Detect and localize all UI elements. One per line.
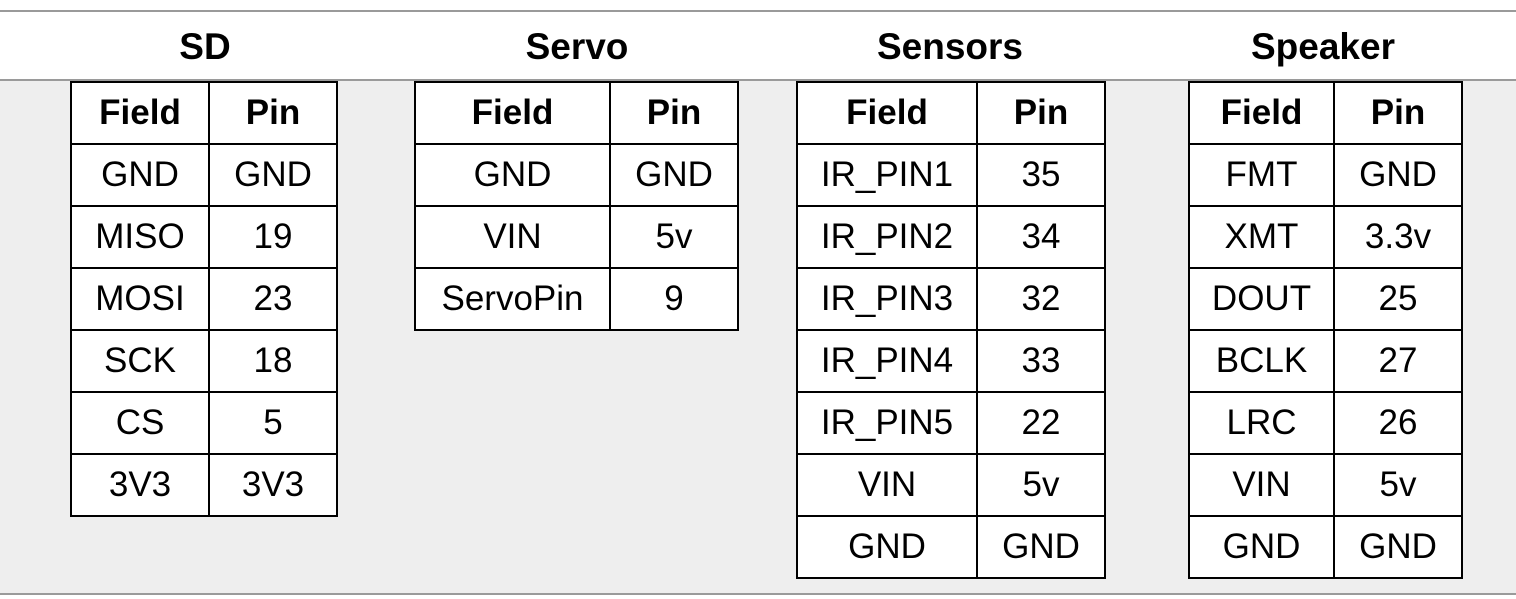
group-title-sd: SD: [179, 26, 231, 67]
table-row: IR_PIN4 33: [796, 329, 1106, 393]
table-row: GND GND: [414, 143, 739, 207]
bottom-rule: [0, 593, 1516, 595]
pin-cell: 19: [208, 205, 338, 269]
field-header: Field: [1188, 81, 1335, 145]
table-row: GND GND: [70, 143, 338, 207]
pin-cell: GND: [1333, 143, 1463, 207]
field-cell: XMT: [1188, 205, 1335, 269]
pin-cell: 5v: [609, 205, 739, 269]
table-row: XMT 3.3v: [1188, 205, 1463, 269]
pin-cell: 35: [976, 143, 1106, 207]
table-row: MOSI 23: [70, 267, 338, 331]
table-row: IR_PIN5 22: [796, 391, 1106, 455]
pin-cell: 22: [976, 391, 1106, 455]
table-row: VIN 5v: [414, 205, 739, 269]
field-cell: IR_PIN4: [796, 329, 978, 393]
field-cell: DOUT: [1188, 267, 1335, 331]
table-row: IR_PIN3 32: [796, 267, 1106, 331]
pin-header: Pin: [208, 81, 338, 145]
field-header: Field: [796, 81, 978, 145]
table-row: FMT GND: [1188, 143, 1463, 207]
field-cell: 3V3: [70, 453, 210, 517]
pin-header: Pin: [609, 81, 739, 145]
table-row: ServoPin 9: [414, 267, 739, 331]
pin-cell: 23: [208, 267, 338, 331]
field-cell: GND: [70, 143, 210, 207]
group-title-speaker: Speaker: [1251, 26, 1395, 67]
field-cell: MISO: [70, 205, 210, 269]
field-cell: VIN: [414, 205, 611, 269]
table-row: GND GND: [796, 515, 1106, 579]
table-row: MISO 19: [70, 205, 338, 269]
pin-cell: 5v: [1333, 453, 1463, 517]
table-row: BCLK 27: [1188, 329, 1463, 393]
field-cell: IR_PIN2: [796, 205, 978, 269]
pin-cell: 18: [208, 329, 338, 393]
field-cell: GND: [1188, 515, 1335, 579]
pin-cell: GND: [208, 143, 338, 207]
top-rule: [0, 10, 1516, 12]
pin-cell: 9: [609, 267, 739, 331]
table-header-row: Field Pin: [1188, 81, 1463, 145]
field-cell: GND: [414, 143, 611, 207]
field-cell: MOSI: [70, 267, 210, 331]
field-cell: VIN: [796, 453, 978, 517]
pin-cell: 34: [976, 205, 1106, 269]
pin-cell: 25: [1333, 267, 1463, 331]
field-cell: VIN: [1188, 453, 1335, 517]
field-cell: SCK: [70, 329, 210, 393]
pin-cell: GND: [609, 143, 739, 207]
pin-cell: 3V3: [208, 453, 338, 517]
sensors-pin-table: Field Pin IR_PIN1 35 IR_PIN2 34 IR_PIN3 …: [796, 81, 1106, 579]
table-row: GND GND: [1188, 515, 1463, 579]
table-header-row: Field Pin: [414, 81, 739, 145]
header-rule: [0, 79, 1516, 81]
table-row: VIN 5v: [796, 453, 1106, 517]
pin-cell: 5: [208, 391, 338, 455]
speaker-pin-table: Field Pin FMT GND XMT 3.3v DOUT 25 BCLK …: [1188, 81, 1463, 579]
table-header-row: Field Pin: [70, 81, 338, 145]
group-title-servo: Servo: [525, 26, 629, 67]
table-row: IR_PIN1 35: [796, 143, 1106, 207]
group-title-sensors: Sensors: [876, 26, 1023, 67]
field-cell: FMT: [1188, 143, 1335, 207]
pin-cell: GND: [976, 515, 1106, 579]
field-cell: IR_PIN3: [796, 267, 978, 331]
table-row: SCK 18: [70, 329, 338, 393]
table-row: 3V3 3V3: [70, 453, 338, 517]
servo-pin-table: Field Pin GND GND VIN 5v ServoPin 9: [414, 81, 739, 331]
field-header: Field: [70, 81, 210, 145]
table-row: VIN 5v: [1188, 453, 1463, 517]
table-row: DOUT 25: [1188, 267, 1463, 331]
pin-cell: 33: [976, 329, 1106, 393]
table-row: LRC 26: [1188, 391, 1463, 455]
pin-cell: 32: [976, 267, 1106, 331]
pin-cell: GND: [1333, 515, 1463, 579]
table-header-row: Field Pin: [796, 81, 1106, 145]
field-header: Field: [414, 81, 611, 145]
pin-header: Pin: [976, 81, 1106, 145]
table-row: CS 5: [70, 391, 338, 455]
field-cell: ServoPin: [414, 267, 611, 331]
pin-cell: 5v: [976, 453, 1106, 517]
field-cell: IR_PIN5: [796, 391, 978, 455]
pin-header: Pin: [1333, 81, 1463, 145]
field-cell: GND: [796, 515, 978, 579]
field-cell: LRC: [1188, 391, 1335, 455]
field-cell: CS: [70, 391, 210, 455]
sd-pin-table: Field Pin GND GND MISO 19 MOSI 23 SCK 18…: [70, 81, 338, 517]
table-row: IR_PIN2 34: [796, 205, 1106, 269]
field-cell: BCLK: [1188, 329, 1335, 393]
pin-cell: 27: [1333, 329, 1463, 393]
pin-cell: 3.3v: [1333, 205, 1463, 269]
field-cell: IR_PIN1: [796, 143, 978, 207]
pin-cell: 26: [1333, 391, 1463, 455]
